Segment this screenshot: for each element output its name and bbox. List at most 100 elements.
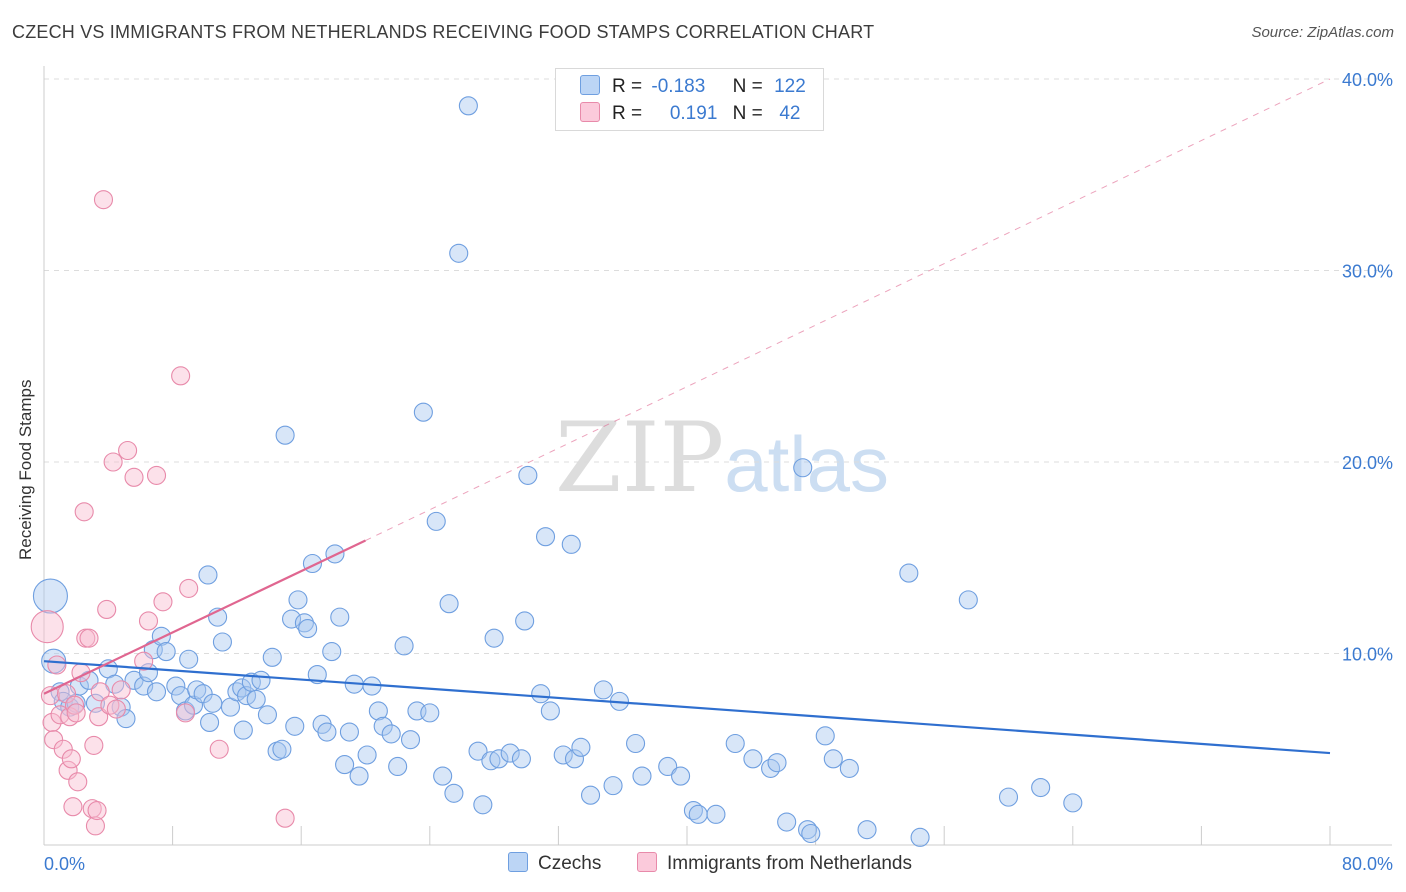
- point-czechs: [246, 689, 266, 710]
- y-tick-label: 40.0%: [1342, 70, 1393, 90]
- point-czechs: [481, 751, 501, 771]
- point-czechs: [688, 804, 708, 824]
- point-czechs: [767, 753, 787, 773]
- point-czechs: [571, 737, 591, 757]
- point-netherlands: [171, 366, 191, 386]
- point-czechs: [561, 534, 581, 554]
- legend-czechs: Czechs: [508, 852, 601, 875]
- point-czechs: [458, 96, 478, 116]
- point-czechs: [433, 766, 453, 786]
- watermark-zip: ZIP: [555, 402, 725, 514]
- point-netherlands: [42, 712, 62, 732]
- point-czechs: [603, 776, 623, 796]
- point-czechs: [373, 716, 393, 736]
- point-netherlands: [84, 735, 104, 755]
- point-czechs: [1063, 793, 1083, 813]
- point-czechs: [484, 628, 504, 648]
- point-netherlands: [146, 465, 167, 485]
- point-czechs: [998, 787, 1019, 807]
- point-czechs: [400, 730, 421, 750]
- correlation-legend: R = -0.183 N = 122 R = 0.191 N = 42: [555, 68, 824, 131]
- point-czechs: [146, 682, 167, 702]
- point-czechs: [500, 743, 520, 763]
- point-netherlands: [63, 797, 83, 817]
- legend-netherlands-swatch: [637, 852, 657, 872]
- legend-r-value: 0.191: [664, 103, 718, 124]
- trendline-netherlands: [43, 539, 366, 695]
- point-czechs: [257, 705, 277, 725]
- legend-r-label: R =: [612, 103, 643, 124]
- legend-row-netherlands: R = 0.191 N = 42: [580, 102, 800, 126]
- point-czechs: [626, 733, 646, 754]
- legend-r-value: -0.183: [651, 76, 706, 97]
- point-czechs: [958, 590, 978, 610]
- point-netherlands: [30, 610, 64, 644]
- point-netherlands: [134, 651, 154, 671]
- point-czechs: [449, 243, 469, 263]
- y-tick-label: 10.0%: [1342, 645, 1393, 665]
- point-netherlands: [97, 599, 117, 620]
- point-czechs: [540, 701, 560, 721]
- watermark: ZIPatlas: [555, 402, 889, 514]
- point-czechs: [272, 739, 292, 759]
- point-czechs: [233, 720, 253, 740]
- point-czechs: [426, 511, 446, 531]
- x-tick-label: 0.0%: [44, 854, 85, 874]
- point-czechs: [368, 701, 388, 721]
- point-czechs: [285, 716, 305, 736]
- point-czechs: [357, 745, 377, 765]
- point-netherlands: [44, 730, 64, 750]
- point-czechs: [322, 642, 342, 662]
- point-czechs: [473, 795, 493, 815]
- point-czechs: [420, 703, 440, 723]
- point-netherlands: [47, 655, 67, 675]
- point-czechs: [32, 578, 68, 614]
- point-czechs: [288, 590, 308, 610]
- point-czechs: [193, 684, 213, 704]
- point-czechs: [317, 722, 337, 742]
- point-czechs: [298, 619, 318, 639]
- legend-r-label: R =: [612, 76, 643, 97]
- chart-title: CZECH VS IMMIGRANTS FROM NETHERLANDS REC…: [12, 22, 875, 42]
- point-czechs: [339, 722, 359, 742]
- point-netherlands: [53, 739, 73, 759]
- point-czechs: [580, 785, 601, 805]
- point-czechs: [553, 745, 573, 765]
- point-netherlands: [50, 705, 70, 725]
- legend-n-label: N =: [732, 76, 763, 97]
- point-netherlands: [61, 749, 81, 769]
- point-czechs: [200, 712, 220, 732]
- point-netherlands: [106, 699, 126, 719]
- point-czechs: [815, 726, 835, 746]
- point-netherlands: [111, 680, 131, 700]
- point-czechs: [706, 804, 726, 824]
- point-czechs: [439, 594, 459, 614]
- point-netherlands: [68, 772, 88, 792]
- y-axis-label: Receiving Food Stamps: [16, 379, 35, 560]
- point-czechs: [294, 613, 314, 633]
- legend-netherlands: Immigrants from Netherlands: [637, 852, 912, 875]
- point-netherlands: [153, 592, 173, 612]
- point-czechs: [251, 670, 271, 690]
- point-czechs: [798, 820, 818, 840]
- source-credit: Source: ZipAtlas.com: [1251, 24, 1394, 41]
- point-netherlands: [79, 628, 99, 648]
- point-czechs: [910, 827, 930, 847]
- point-czechs: [394, 636, 414, 656]
- point-czechs: [275, 425, 295, 445]
- point-czechs: [823, 749, 843, 769]
- point-czechs: [511, 749, 531, 769]
- point-czechs: [468, 741, 488, 761]
- point-czechs: [381, 724, 401, 744]
- legend-netherlands-label: Immigrants from Netherlands: [667, 853, 912, 874]
- point-czechs: [330, 607, 350, 627]
- point-netherlands: [87, 800, 107, 821]
- point-czechs: [212, 632, 232, 652]
- legend-row-czechs: R = -0.183 N = 122: [580, 75, 806, 99]
- legend-czechs-label: Czechs: [538, 853, 602, 874]
- point-czechs: [801, 823, 821, 844]
- point-netherlands: [93, 190, 114, 210]
- point-czechs: [116, 709, 136, 729]
- point-netherlands: [89, 707, 109, 727]
